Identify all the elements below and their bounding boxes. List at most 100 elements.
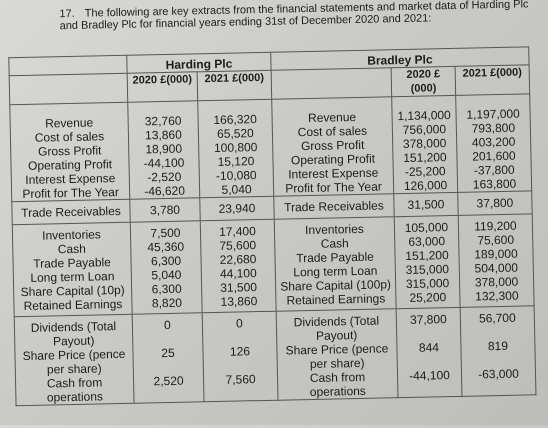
value-cell: 163,800 (472, 176, 517, 192)
value-cell: 166,320 (213, 112, 257, 127)
value-cell: 315,000 (405, 262, 450, 277)
value-cell: 7,500 (150, 225, 181, 241)
value-cell: 8,820 (151, 295, 183, 311)
value-cell: 0 (163, 317, 171, 333)
row-label: Dividends (Total Payout) (293, 313, 380, 343)
value-cell: 126 (229, 344, 251, 359)
value-cell: -44,100 (143, 155, 185, 171)
harding-market-2021: 0 126 7,560 (202, 311, 279, 402)
value-cell: 0 (235, 316, 243, 331)
value-cell: 126,000 (403, 178, 448, 194)
harding-income-2021: 166,320 65,520 100,800 15,120 -10,080 5,… (197, 99, 274, 198)
value-cell: 1,134,000 (397, 108, 451, 124)
value-cell: 63,000 (408, 234, 446, 249)
harding-market-2020: 0 25 2,520 (132, 312, 205, 404)
bradley-market-labels: Dividends (Total Payout) Share Price (pe… (276, 308, 398, 401)
bradley-2020-header: 2020 £(000) (391, 66, 456, 97)
harding-income-2020: 32,760 13,860 18,900 -44,100 -2,520 -46,… (127, 100, 200, 200)
row-label: Trade Receivables (11, 199, 131, 225)
row-label: Retained Earnings (286, 291, 386, 308)
value-cell: -10,080 (215, 168, 257, 183)
question-text: 17. The following are key extracts from t… (59, 0, 529, 32)
value-cell: 5,040 (151, 267, 182, 283)
bradley-2021-header: 2021 £(000) (455, 64, 530, 96)
value-cell: 6,300 (151, 281, 182, 297)
value-cell: 378,000 (402, 136, 447, 152)
value-cell: 13,860 (220, 294, 258, 309)
value-cell: -37,800 (473, 162, 515, 178)
value-cell: 18,900 (145, 141, 183, 157)
value-cell: 315,000 (405, 276, 450, 291)
row-label: Retained Earnings (23, 296, 123, 314)
value-cell: 793,800 (471, 120, 516, 136)
value-cell: 31,500 (393, 192, 459, 217)
row-label: Dividends (Total Payout) (30, 319, 117, 349)
row-label: Profit for The Year (22, 184, 120, 202)
row-label: Share Price (pence per share) (285, 341, 389, 372)
value-cell: 2,520 (153, 373, 184, 389)
value-cell: 23,940 (199, 196, 275, 221)
income-statement-row: Revenue Cost of sales Gross Profit Opera… (9, 93, 532, 202)
value-cell: 75,600 (477, 232, 515, 248)
value-cell: 65,520 (216, 126, 254, 141)
value-cell: 100,800 (213, 140, 258, 155)
value-cell: 7,560 (225, 372, 256, 387)
value-cell: 132,300 (475, 288, 519, 304)
harding-market-labels: Dividends (Total Payout) Share Price (pe… (14, 314, 135, 406)
value-cell: 37,800 (457, 190, 533, 216)
harding-2021-header: 2021 £(000) (197, 70, 272, 101)
value-cell: 32,760 (144, 113, 182, 129)
value-cell: -2,520 (147, 169, 182, 185)
value-cell: 819 (487, 338, 509, 354)
financial-data-table: Harding Plc Bradley Plc 2020 £(000) 2021… (8, 46, 536, 406)
value-cell: -25,200 (404, 164, 446, 179)
value-cell: 403,200 (471, 134, 516, 150)
value-cell: 17,400 (218, 224, 256, 239)
value-cell: 756,000 (402, 122, 447, 138)
value-cell: -44,100 (409, 368, 451, 383)
value-cell: 75,600 (219, 238, 257, 253)
value-cell: -63,000 (478, 366, 520, 382)
value-cell: 1,197,000 (466, 106, 520, 122)
row-label: Trade Receivables (273, 193, 395, 220)
value-cell: 5,040 (221, 182, 252, 197)
balance-sheet-row: Inventories Cash Trade Payable Long term… (12, 213, 535, 317)
bradley-balance-labels: Inventories Cash Trade Payable Long term… (274, 216, 397, 312)
value-cell: 201,600 (472, 148, 516, 164)
bradley-income-2021: 1,197,000 793,800 403,200 201,600 -37,80… (455, 93, 532, 193)
value-cell: 13,860 (144, 127, 182, 143)
value-cell: 844 (418, 340, 440, 355)
bradley-market-2021: 56,700 819 -63,000 (460, 305, 536, 397)
market-data-row: Dividends (Total Payout) Share Price (pe… (14, 305, 536, 406)
bradley-market-2020: 37,800 844 -44,100 (396, 307, 462, 398)
harding-income-labels: Revenue Cost of sales Gross Profit Opera… (9, 102, 130, 202)
harding-balance-labels: Inventories Cash Trade Payable Long term… (12, 222, 133, 317)
value-cell: 105,000 (404, 220, 449, 236)
harding-balance-2021: 17,400 75,600 22,680 44,100 31,500 13,86… (200, 219, 277, 313)
value-cell: 25,200 (409, 290, 447, 305)
value-cell: 189,000 (474, 246, 518, 262)
question-number: 17. (59, 7, 75, 21)
value-cell: 44,100 (219, 266, 257, 281)
row-label: Cash from operations (46, 375, 104, 405)
row-label: Profit for The Year (285, 179, 382, 196)
value-cell: 45,360 (147, 239, 185, 255)
value-cell: -46,620 (144, 183, 186, 199)
value-cell: 22,680 (219, 252, 257, 267)
value-cell: 37,800 (409, 312, 447, 327)
value-cell: 151,200 (405, 248, 449, 263)
value-cell: 3,780 (129, 197, 201, 223)
question-body: The following are key extracts from the … (59, 0, 529, 33)
value-cell: 25 (161, 345, 175, 361)
value-cell: 6,300 (150, 253, 182, 269)
value-cell: 151,200 (403, 150, 447, 166)
harding-balance-2020: 7,500 45,360 6,300 5,040 6,300 8,820 (130, 220, 203, 315)
value-cell: 15,120 (217, 154, 255, 169)
bradley-balance-2021: 119,200 75,600 189,000 504,000 378,000 1… (458, 213, 535, 308)
blank-cell (9, 73, 128, 105)
bradley-income-labels: Revenue Cost of sales Gross Profit Opera… (271, 96, 394, 197)
harding-2020-header: 2020 £(000) (127, 71, 198, 103)
row-label: Cash from operations (309, 369, 367, 400)
value-cell: 31,500 (220, 280, 258, 295)
